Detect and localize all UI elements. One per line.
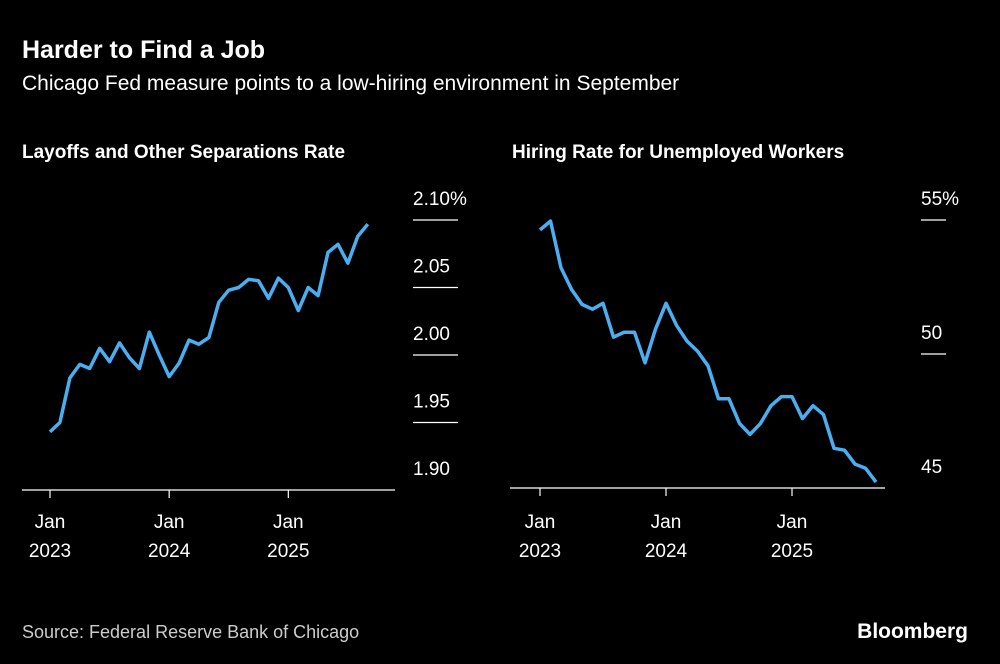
y-tick-label: 50 xyxy=(921,323,942,344)
x-tick-label: Jan 2025 xyxy=(771,512,813,562)
title: Harder to Find a Job xyxy=(22,36,265,64)
source: Source: Federal Reserve Bank of Chicago xyxy=(22,622,359,642)
chart-title: Hiring Rate for Unemployed Workers xyxy=(512,142,844,163)
x-tick-label: Jan 2025 xyxy=(267,512,309,562)
x-tick-label: Jan 2024 xyxy=(148,512,191,562)
y-tick-label: 1.90 xyxy=(413,459,450,480)
y-tick-label: 1.95 xyxy=(413,392,450,413)
y-tick-label: 2.00 xyxy=(413,324,450,345)
brand: Bloomberg xyxy=(857,620,968,643)
chart-title: Layoffs and Other Separations Rate xyxy=(22,142,345,163)
y-tick-label: 2.05 xyxy=(413,257,450,278)
y-tick-label: 45 xyxy=(921,457,942,478)
x-tick-label: Jan 2024 xyxy=(645,512,688,562)
y-tick-label: 55% xyxy=(921,189,959,210)
subtitle: Chicago Fed measure points to a low-hiri… xyxy=(22,72,679,95)
x-tick-label: Jan 2023 xyxy=(29,512,71,562)
data-line xyxy=(48,222,370,434)
data-line xyxy=(538,219,878,484)
y-tick-label: 2.10% xyxy=(413,189,467,210)
x-tick-label: Jan 2023 xyxy=(519,512,561,562)
